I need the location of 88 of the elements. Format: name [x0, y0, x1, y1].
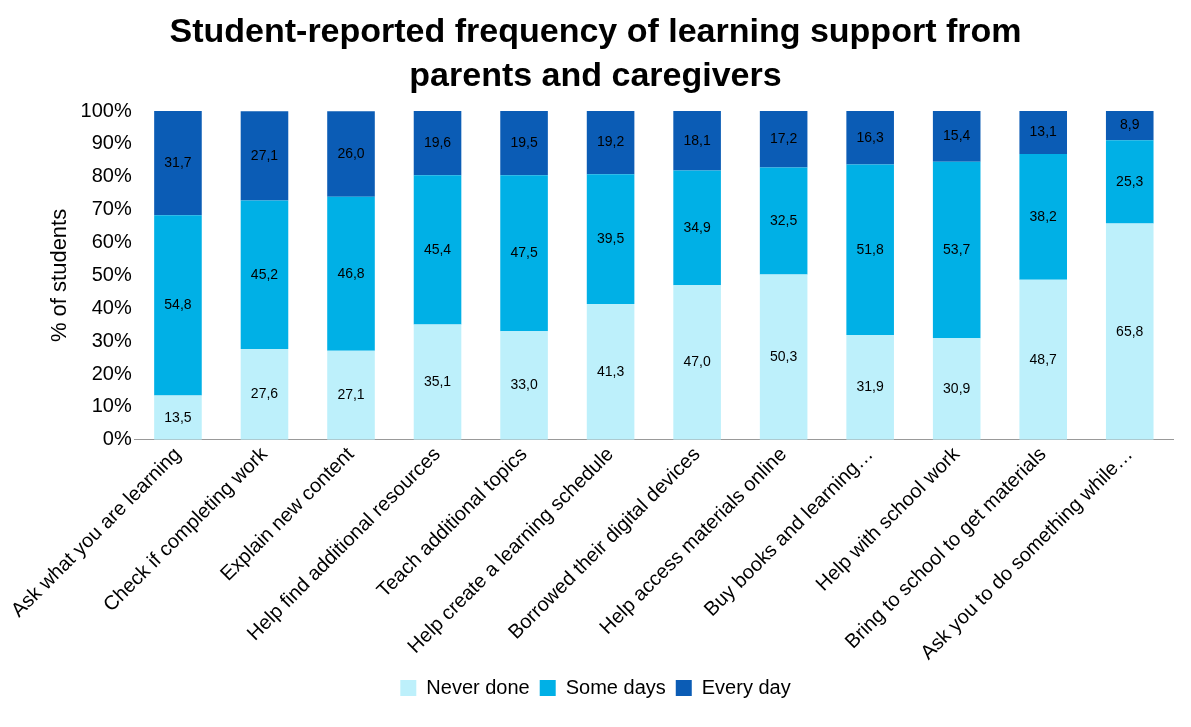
bar	[673, 170, 721, 286]
data-label: 25,3	[1116, 172, 1144, 189]
data-label: 53,7	[943, 240, 971, 257]
data-label: 54,8	[164, 296, 192, 313]
y-tick-label: 20%	[91, 361, 132, 384]
data-label: 18,1	[683, 131, 711, 148]
y-tick-label: 50%	[91, 262, 132, 285]
bar	[1019, 154, 1068, 280]
bar	[586, 174, 635, 305]
legend-label: Some days	[565, 675, 666, 698]
data-label: 35,1	[423, 373, 452, 390]
bar	[413, 111, 462, 176]
y-tick-label: 0%	[102, 427, 132, 450]
bar	[1019, 279, 1068, 440]
bar	[154, 111, 202, 216]
y-tick-label: 40%	[91, 295, 132, 318]
data-label: 47,0	[683, 353, 711, 370]
bar	[500, 111, 548, 176]
legend-label: Never done	[426, 675, 530, 698]
y-tick-label: 80%	[91, 164, 132, 187]
data-label: 15,4	[943, 127, 971, 144]
y-tick-label: 30%	[91, 328, 132, 351]
data-label: 65,8	[1116, 322, 1144, 339]
bar	[500, 331, 548, 440]
bar	[759, 274, 808, 440]
data-label: 26,0	[337, 144, 365, 161]
bar	[759, 167, 808, 275]
bar	[327, 196, 375, 351]
bar	[1105, 223, 1154, 440]
bar	[240, 349, 289, 440]
data-label: 17,2	[770, 130, 798, 147]
chart-title: Student-reported frequency of learning support from parents and caregivers	[168, 10, 1023, 95]
bar	[240, 200, 289, 350]
data-label: 47,5	[510, 244, 538, 261]
data-label: 19,2	[596, 133, 625, 150]
data-label: 46,8	[337, 264, 365, 281]
y-tick-label: 100%	[80, 98, 132, 121]
data-label: 45,4	[423, 240, 452, 257]
bar	[846, 334, 894, 440]
data-label: 30,9	[943, 379, 971, 396]
bar	[154, 215, 202, 396]
bar	[413, 324, 462, 440]
y-tick-label: 60%	[91, 230, 132, 253]
data-label: 27,6	[250, 385, 279, 402]
data-label: 50,3	[770, 348, 798, 365]
bar	[586, 304, 635, 440]
data-label: 41,3	[596, 362, 625, 379]
data-label: 32,5	[770, 211, 798, 228]
bar	[932, 161, 981, 339]
data-label: 13,1	[1029, 123, 1058, 140]
data-label: 8,9	[1120, 116, 1140, 133]
bar	[327, 111, 375, 197]
bar	[240, 111, 289, 201]
data-label: 48,7	[1029, 350, 1058, 367]
data-label: 45,2	[250, 265, 279, 282]
y-tick-label: 90%	[91, 131, 132, 154]
bar	[846, 164, 894, 335]
data-label: 51,8	[856, 240, 884, 257]
y-tick-label: 70%	[91, 197, 132, 220]
data-label: 16,3	[856, 128, 884, 145]
bar	[1105, 111, 1154, 141]
bar	[759, 111, 808, 168]
bar	[673, 111, 721, 171]
bar	[500, 175, 548, 332]
data-label: 27,1	[250, 146, 279, 163]
bar	[413, 175, 462, 325]
bar	[327, 350, 375, 440]
data-label: 31,9	[856, 378, 884, 395]
data-label: 34,9	[683, 218, 711, 235]
data-label: 31,7	[164, 153, 192, 170]
bar	[1019, 111, 1068, 155]
data-label: 13,5	[164, 408, 192, 425]
data-label: 39,5	[596, 229, 625, 246]
data-label: 38,2	[1029, 207, 1058, 224]
bar	[673, 285, 721, 440]
bar	[846, 111, 894, 165]
legend-label: Every day	[701, 675, 791, 698]
bar	[1105, 140, 1154, 224]
y-tick-label: 10%	[91, 394, 132, 417]
bar	[932, 111, 981, 162]
bar	[932, 338, 981, 440]
data-label: 27,1	[337, 386, 365, 403]
bar	[154, 395, 202, 440]
data-label: 33,0	[510, 376, 538, 393]
data-label: 19,5	[510, 133, 538, 150]
data-label: 19,6	[423, 133, 452, 150]
y-axis-title: % of students	[46, 208, 72, 343]
bar	[586, 111, 635, 175]
